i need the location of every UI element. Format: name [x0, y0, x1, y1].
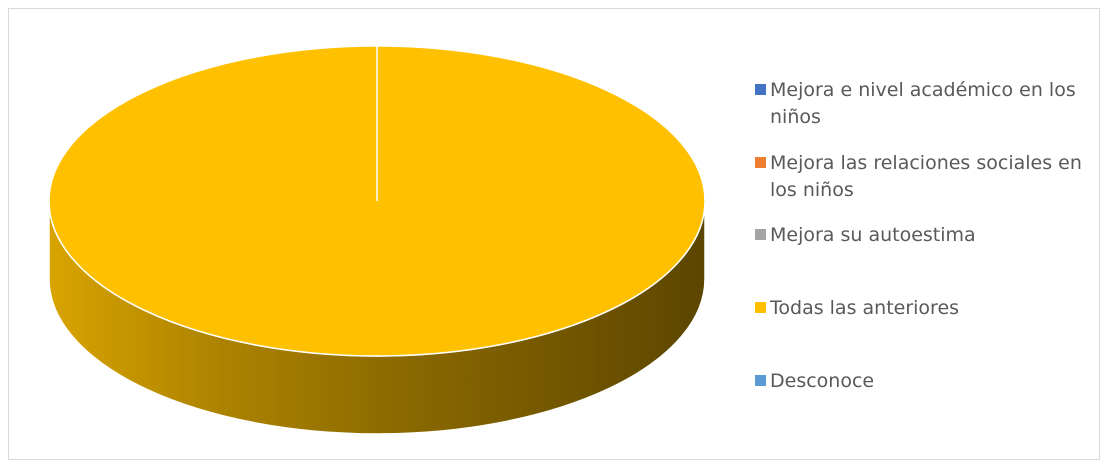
legend-swatch-light-blue	[755, 375, 766, 386]
chart-area: Mejora e nivel académico en los niños Me…	[8, 8, 1100, 460]
legend-swatch-blue	[755, 84, 766, 95]
legend-item-todas-anteriores: Todas las anteriores	[755, 295, 1105, 322]
legend-item-autoestima: Mejora su autoestima	[755, 222, 1105, 249]
legend-item-nivel-academico: Mejora e nivel académico en los niños	[755, 77, 1105, 131]
pie-chart	[48, 45, 706, 435]
legend-swatch-yellow	[755, 302, 766, 313]
legend-label: Mejora su autoestima	[770, 224, 976, 246]
legend-label: Mejora e nivel académico en los niños	[770, 79, 1076, 128]
legend-label: Desconoce	[770, 370, 875, 392]
legend-item-relaciones-sociales: Mejora las relaciones sociales en los ni…	[755, 150, 1105, 204]
legend-label: Mejora las relaciones sociales en los ni…	[770, 152, 1082, 201]
legend-label: Todas las anteriores	[770, 297, 960, 319]
legend-swatch-gray	[755, 229, 766, 240]
legend-swatch-orange	[755, 157, 766, 168]
legend-item-desconoce: Desconoce	[755, 368, 1105, 395]
